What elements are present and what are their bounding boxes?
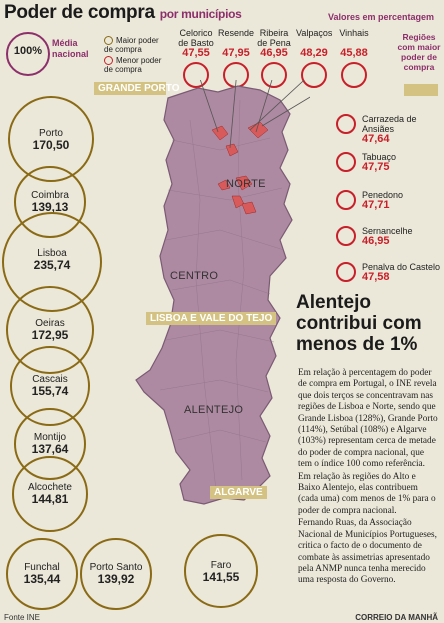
tag-grande-porto: GRANDE PORTO	[94, 82, 180, 95]
top-value-1: 47,95	[222, 47, 250, 59]
left-circle-funchal	[6, 538, 78, 610]
left-label-lisboa: Lisboa 235,74	[33, 248, 71, 272]
page-subtitle: por municípios	[159, 7, 242, 21]
left-circle-alcochete	[12, 456, 88, 532]
right-item-3: Sernancelhe 46,95	[362, 226, 413, 247]
region-centro: CENTRO	[170, 270, 219, 282]
page-title: Poder de compra por municípios	[4, 2, 242, 23]
legend-below-icon	[104, 56, 113, 66]
average-value: 100%	[13, 45, 43, 57]
leader-lines	[199, 80, 310, 149]
article-paragraph-1: Em relação às regiões do Alto e Baixo Al…	[298, 471, 436, 516]
right-circle-3	[336, 226, 356, 246]
right-item-1: Tabuaço 47,75	[362, 152, 397, 173]
municipality-borders	[159, 99, 285, 491]
right-item-4: Penalva do Castelo 47,58	[362, 262, 441, 283]
tag-algarve: ALGARVE	[210, 486, 267, 499]
top-name-3: Valpaços	[296, 28, 333, 38]
article-headline: Alentejo contribui com menos de 1%	[296, 292, 422, 355]
left-circle-porto-santo	[80, 538, 152, 610]
top-circle-3	[301, 62, 327, 88]
units-label: Valores em percentagem	[327, 12, 434, 22]
left-label-oeiras: Oeiras 172,95	[31, 318, 69, 342]
tag-lisboa-tejo: LISBOA E VALE DO TEJO	[146, 312, 277, 325]
average-circle	[6, 32, 50, 76]
region-alentejo: ALENTEJO	[184, 404, 244, 416]
legend-above: Maior poder de compra	[104, 36, 159, 55]
top-value-0: 47,55	[182, 47, 210, 59]
left-label-alcochete: Alcochete 144,81	[28, 482, 72, 506]
regions-legend-label: Regiões com maior poder de compra	[397, 32, 441, 72]
top-circle-4	[341, 62, 367, 88]
article-paragraph-2: Fernando Ruas, da Associação Nacional de…	[298, 518, 437, 586]
legend-below: Menor poder de compra	[104, 56, 162, 75]
left-label-montijo: Montijo 137,64	[31, 432, 69, 456]
legend-above-icon	[104, 36, 113, 46]
footer-publisher: CORREIO DA MANHÃ	[355, 613, 438, 622]
top-circle-2	[261, 62, 287, 88]
average-label: Média nacional	[52, 38, 89, 59]
article-paragraph-0: Em relação à percentagem do poder de com…	[298, 368, 438, 470]
mainland-outline	[135, 85, 293, 505]
left-label-porto-santo: Porto Santo 139,92	[89, 562, 143, 586]
portugal-map	[135, 80, 310, 505]
left-label-porto: Porto 170,50	[32, 128, 70, 152]
regions-legend-swatch	[404, 84, 438, 96]
left-label-coimbra: Coimbra 139,13	[31, 190, 69, 214]
right-circle-4	[336, 262, 356, 282]
footer-source: Fonte INE	[4, 613, 41, 622]
right-circle-0	[336, 114, 356, 134]
top-circle-0	[183, 62, 209, 88]
top-name-1: Resende	[218, 28, 255, 38]
left-label-funchal: Funchal 135,44	[23, 562, 61, 586]
right-item-0: Carrazeda de Ansiães 47,64	[362, 114, 417, 145]
top-value-4: 45,88	[340, 47, 368, 59]
left-circle-faro	[184, 534, 258, 608]
right-item-2: Penedono 47,71	[362, 190, 404, 211]
region-norte: NORTE	[226, 178, 266, 190]
article-body: Em relação à percentagem do poder de com…	[298, 368, 438, 588]
left-label-faro: Faro 141,55	[202, 560, 240, 584]
top-name-4: Vinhais	[339, 28, 369, 38]
top-value-3: 48,29	[300, 47, 328, 59]
top-name-2: Ribeira de Pena	[257, 28, 291, 48]
right-circle-1	[336, 152, 356, 172]
left-label-cascais: Cascais 155,74	[31, 374, 69, 398]
top-name-0: Celorico de Basto	[178, 28, 214, 48]
right-circle-2	[336, 190, 356, 210]
top-value-2: 46,95	[260, 47, 288, 59]
low-purchasing-areas	[211, 121, 269, 215]
